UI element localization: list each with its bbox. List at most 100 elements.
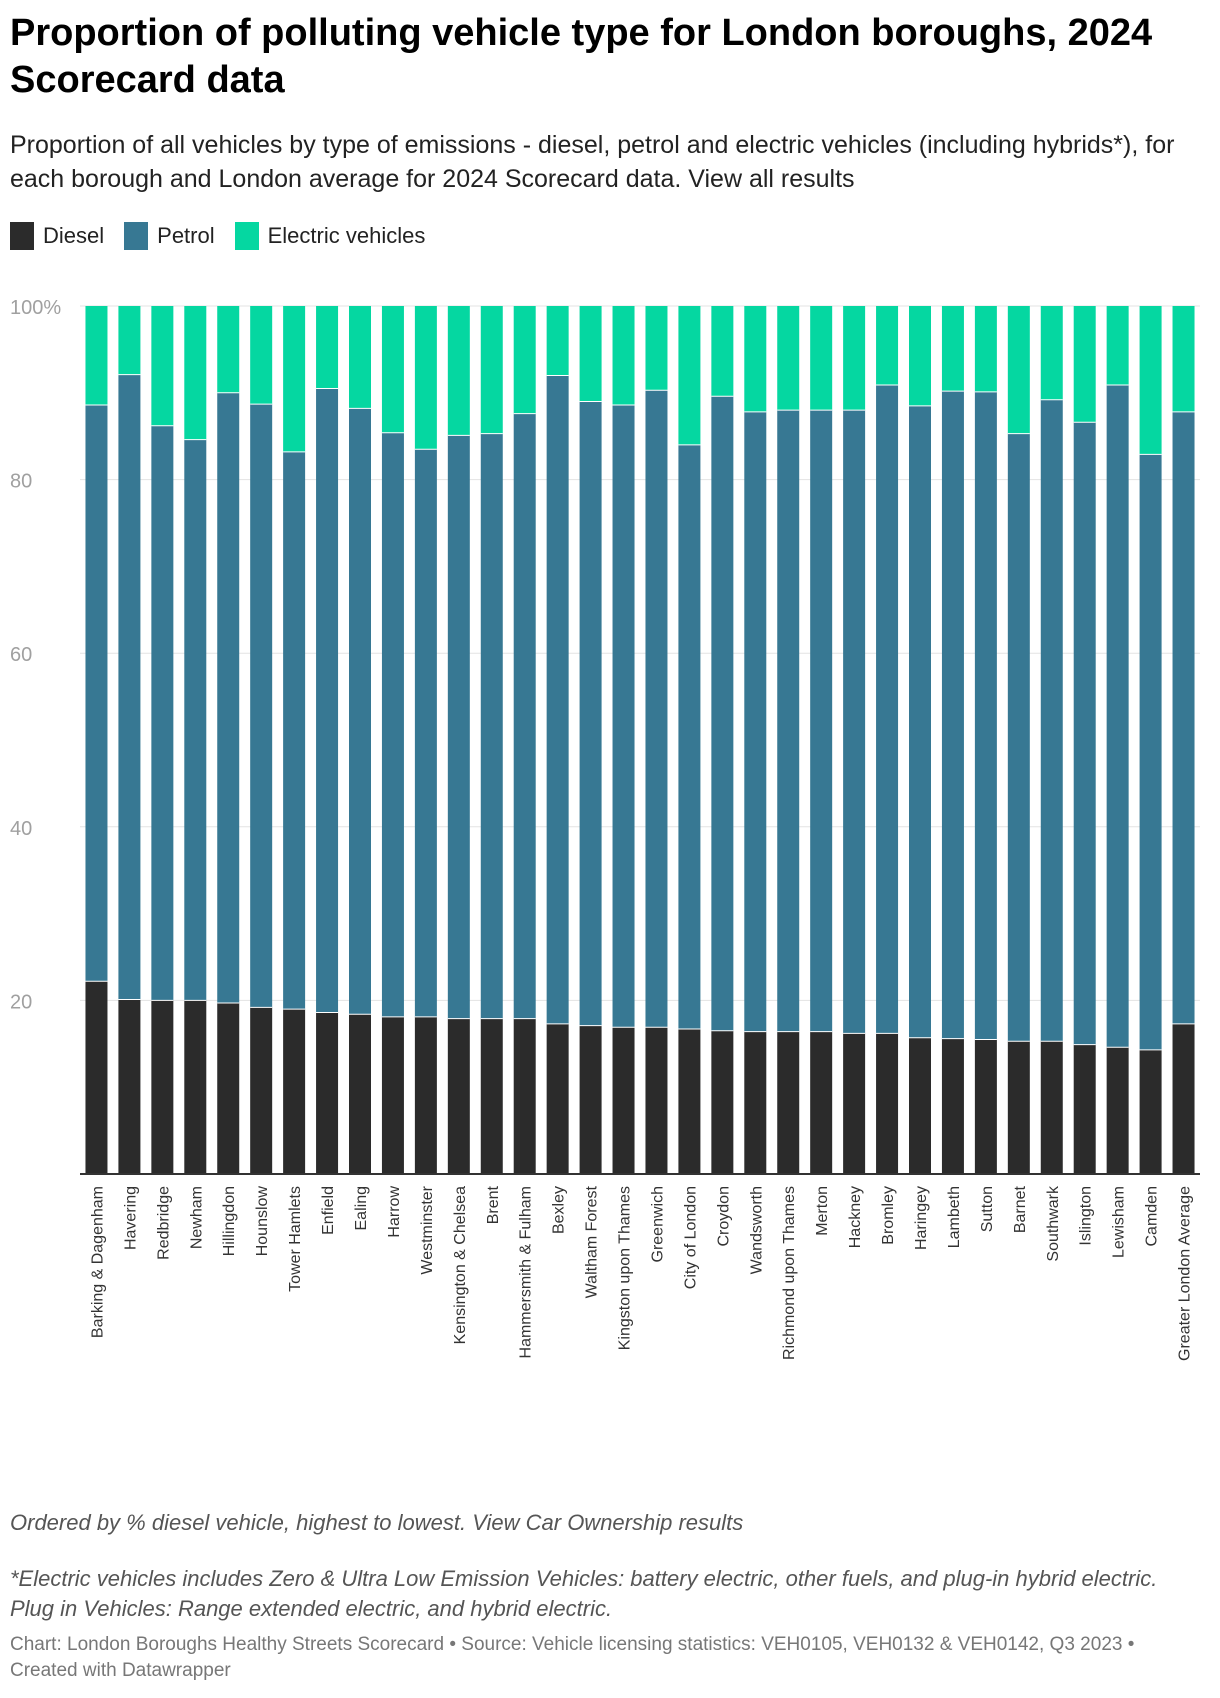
bar-segment-diesel — [349, 1014, 371, 1174]
bar-segment-diesel — [1007, 1041, 1030, 1174]
bar-segment-electric-vehicles — [118, 306, 141, 375]
bar-segment-electric-vehicles — [447, 306, 470, 436]
bar-segment-petrol — [909, 405, 931, 1038]
bar-segment-petrol — [118, 374, 141, 1000]
bar-segment-diesel — [1040, 1041, 1063, 1174]
bar-segment-electric-vehicles — [513, 306, 536, 414]
bar-segment-petrol — [250, 404, 273, 1008]
bar-segment-petrol — [546, 375, 569, 1024]
bar-segment-electric-vehicles — [217, 306, 240, 393]
bar-segment-petrol — [151, 425, 174, 1001]
bar-segment-electric-vehicles — [645, 306, 668, 391]
chart-title: Proportion of polluting vehicle type for… — [10, 12, 1153, 101]
chart-legend: Diesel Petrol Electric vehicles — [10, 221, 445, 251]
bar-segment-petrol — [974, 391, 997, 1040]
bar-segment-diesel — [184, 1000, 207, 1174]
bar-segment-diesel — [414, 1016, 437, 1174]
bar-segment-petrol — [678, 444, 701, 1030]
bar-segment-electric-vehicles — [876, 306, 899, 385]
bar-segment-diesel — [645, 1027, 668, 1174]
bar-segment-electric-vehicles — [1139, 306, 1162, 455]
bar-segment-diesel — [151, 1000, 174, 1174]
bar-segment-diesel — [316, 1012, 339, 1174]
bar-segment-electric-vehicles — [184, 306, 207, 440]
bar-segment-petrol — [349, 408, 371, 1015]
legend-item-petrol: Petrol — [124, 222, 215, 250]
bar-segment-petrol — [744, 411, 767, 1032]
bar-segment-petrol — [941, 391, 964, 1039]
bar-segment-electric-vehicles — [480, 306, 503, 434]
bar-segment-electric-vehicles — [546, 306, 569, 376]
x-tick-label: Bromley — [880, 1186, 897, 1245]
bar-segment-electric-vehicles — [612, 306, 635, 405]
bar-segment-electric-vehicles — [151, 306, 174, 426]
x-tick-label: Greater London Average — [1177, 1186, 1194, 1361]
x-tick-label: Greenwich — [649, 1186, 666, 1262]
bar-segment-electric-vehicles — [85, 306, 108, 405]
bar-segment-petrol — [645, 390, 668, 1028]
x-tick-label: Richmond upon Thames — [781, 1186, 798, 1360]
bar-segment-diesel — [118, 999, 141, 1174]
bar-segment-petrol — [777, 410, 800, 1032]
bar-segment-electric-vehicles — [1106, 306, 1129, 385]
x-tick-label: Kingston upon Thames — [617, 1186, 634, 1350]
bar-segment-electric-vehicles — [283, 306, 306, 452]
bar-segment-diesel — [1106, 1047, 1129, 1174]
bar-segment-petrol — [1040, 399, 1063, 1042]
x-tick-label: Bexley — [551, 1186, 568, 1234]
bar-segment-electric-vehicles — [250, 306, 273, 405]
ordering-note: Ordered by % diesel vehicle, highest to … — [10, 1510, 744, 1535]
bar-segment-petrol — [283, 451, 306, 1010]
gridlines — [80, 305, 1200, 1001]
bar-segment-electric-vehicles — [909, 306, 931, 406]
bar-segment-diesel — [711, 1030, 734, 1174]
x-tick-label: Barnet — [1012, 1185, 1029, 1233]
x-tick-label: Lambeth — [946, 1186, 963, 1248]
x-tick-label: Tower Hamlets — [287, 1186, 304, 1292]
bar-segment-diesel — [941, 1038, 964, 1174]
x-tick-label: Ealing — [353, 1186, 370, 1230]
x-tick-label: Brent — [485, 1185, 502, 1224]
bar-segment-petrol — [480, 433, 503, 1019]
x-tick-label: Waltham Forest — [584, 1185, 601, 1298]
legend-swatch-diesel — [10, 222, 34, 250]
bar-segment-diesel — [777, 1031, 800, 1174]
x-tick-label: Harrow — [386, 1186, 403, 1238]
y-tick-label: 100% — [10, 297, 61, 319]
x-tick-label: Camden — [1144, 1186, 1161, 1246]
x-tick-label: Haringey — [913, 1186, 930, 1250]
legend-item-diesel: Diesel — [10, 222, 104, 250]
bar-segment-diesel — [974, 1039, 997, 1174]
electric-vehicle-footnote: *Electric vehicles includes Zero & Ultra… — [10, 1566, 1158, 1621]
bar-segment-petrol — [316, 388, 339, 1013]
bar-segment-electric-vehicles — [777, 306, 800, 411]
bar-segment-diesel — [513, 1018, 536, 1174]
bar-segment-petrol — [579, 401, 602, 1026]
bar-segment-diesel — [876, 1033, 899, 1174]
bar-segment-electric-vehicles — [1007, 306, 1030, 434]
bar-segment-petrol — [843, 410, 866, 1034]
bar-segment-petrol — [447, 435, 470, 1019]
legend-item-electric: Electric vehicles — [234, 222, 425, 250]
bar-segment-diesel — [85, 981, 108, 1174]
y-axis-ticks: 20 40 60 80 100% — [10, 297, 61, 1013]
y-tick-label: 20 — [10, 991, 32, 1013]
bar-segment-electric-vehicles — [974, 306, 997, 392]
bar-segment-electric-vehicles — [316, 306, 339, 389]
bar-segment-diesel — [447, 1018, 470, 1174]
bar-segment-petrol — [85, 404, 108, 982]
y-tick-label: 60 — [10, 644, 32, 666]
bar-segment-electric-vehicles — [941, 306, 964, 392]
x-tick-label: Islington — [1078, 1186, 1095, 1246]
legend-swatch-petrol — [124, 222, 149, 250]
bar-segment-diesel — [810, 1031, 833, 1174]
x-tick-label: Westminster — [419, 1185, 436, 1274]
bar-segment-diesel — [678, 1029, 701, 1174]
legend-swatch-electric — [234, 222, 259, 250]
bars — [85, 306, 1195, 1174]
x-tick-label: Enfield — [320, 1186, 337, 1235]
bar-segment-petrol — [1139, 454, 1162, 1050]
bar-segment-petrol — [612, 404, 635, 1028]
x-tick-label: Wandsworth — [748, 1186, 765, 1274]
x-tick-label: City of London — [682, 1186, 699, 1289]
